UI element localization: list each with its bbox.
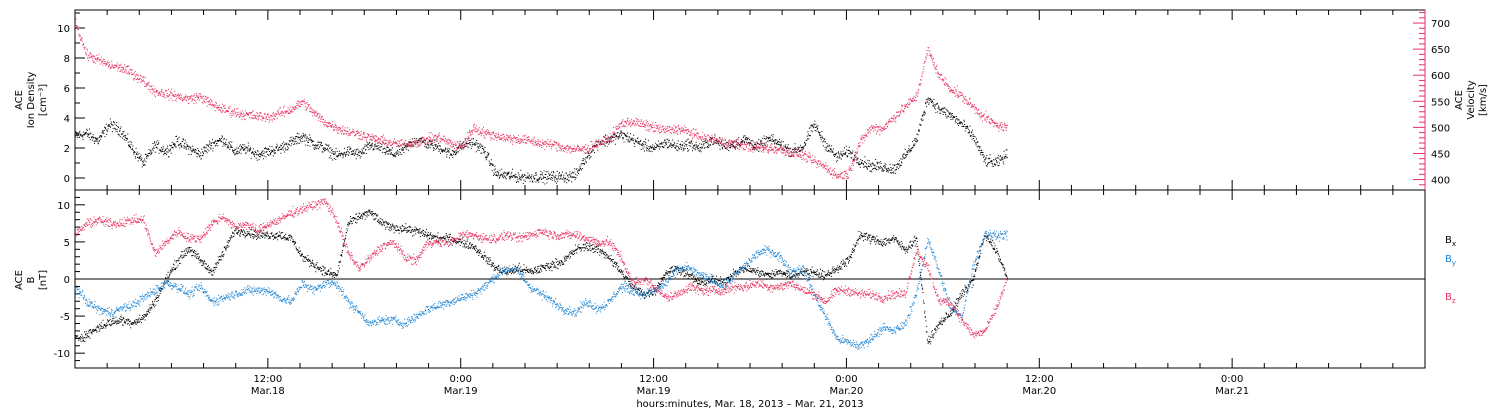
velocity-tick-label: 550 [1431,97,1450,108]
b-field-axis-title-line2: B [26,276,37,283]
date-tick-label: Mar.21 [1215,386,1249,397]
velocity-tick-label: 600 [1431,71,1450,82]
density-tick-label: 8 [64,54,70,65]
time-axis-title: hours:minutes, Mar. 18, 2013 – Mar. 21, … [636,399,863,410]
legend-bx-main: B [1445,235,1452,246]
density-axis: 0 2 4 6 8 10 [57,12,85,185]
time-tick-label: 0:00 [449,374,471,385]
velocity-axis: 400 450 500 550 600 650 700 [1413,10,1450,190]
date-tick-label: Mar.19 [637,386,671,397]
legend-bx: Bx [1445,235,1456,248]
top-panel-frame [74,9,1426,191]
b-field-tick-label: 0 [64,275,70,286]
velocity-axis-title-line1: ACE [1454,90,1465,110]
time-tick-label: 12:00 [639,374,668,385]
top-panel-series [75,18,1008,185]
velocity-series [75,18,1008,180]
date-tick-label: Mar.18 [251,386,285,397]
density-axis-title-line3: [cm⁻³] [38,84,49,116]
velocity-axis-title: ACE Velocity [km/s] [1454,80,1489,119]
legend-by: By [1445,254,1456,267]
density-axis-title: ACE Ion Density [cm⁻³] [14,72,49,129]
b-series-bx [75,209,1008,345]
density-axis-title-line1: ACE [14,90,25,110]
date-tick-label: Mar.20 [1022,386,1056,397]
legend-by-main: B [1445,254,1452,265]
velocity-tick-label: 400 [1431,176,1450,187]
density-tick-label: 10 [57,24,70,35]
b-field-tick-label: -5 [60,312,70,323]
b-series-bz [75,198,1008,339]
date-tick-label: Mar.19 [444,386,478,397]
time-tick-label: 12:00 [253,374,282,385]
date-tick-label: Mar.20 [829,386,863,397]
b-field-tick-label: 10 [57,201,70,212]
velocity-tick-label: 700 [1431,19,1450,30]
velocity-tick-label: 450 [1431,149,1450,160]
legend-bz: Bz [1445,292,1456,305]
legend-by-sub: y [1452,259,1456,267]
b-field-tick-label: 5 [64,238,70,249]
velocity-tick-label: 500 [1431,123,1450,134]
velocity-tick-label: 650 [1431,45,1450,56]
b-field-axis: -10 -5 0 5 10 [54,189,1425,369]
density-axis-title-line2: Ion Density [26,72,37,129]
b-field-axis-title: ACE B [nT] [14,270,49,290]
time-tick-label: 12:00 [1025,374,1054,385]
b-component-legend: Bx By Bz [1445,235,1456,305]
density-tick-label: 0 [64,174,70,185]
density-tick-label: 6 [64,84,70,95]
b-field-axis-title-line1: ACE [14,270,25,290]
density-tick-label: 4 [64,114,70,125]
b-field-axis-title-line3: [nT] [38,270,49,290]
time-tick-label: 0:00 [1221,374,1243,385]
bottom-panel-series [75,198,1008,350]
velocity-axis-title-line2: Velocity [1466,80,1477,119]
legend-bz-main: B [1445,292,1452,303]
time-axis: 12:00Mar.180:00Mar.1912:00Mar.190:00Mar.… [106,10,1394,397]
legend-bz-sub: z [1452,297,1456,305]
b-field-tick-label: -10 [54,349,70,360]
time-tick-label: 0:00 [835,374,857,385]
legend-bx-sub: x [1452,240,1456,248]
velocity-axis-title-line3: [km/s] [1478,84,1489,116]
density-tick-label: 2 [64,144,70,155]
